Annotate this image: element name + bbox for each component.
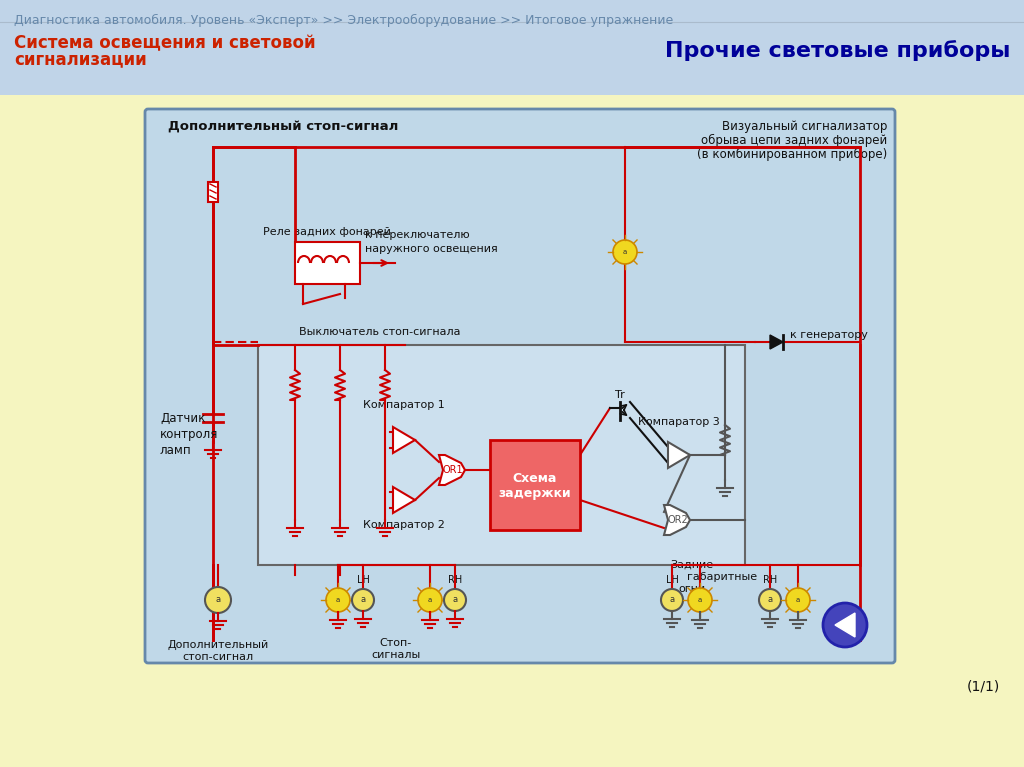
Circle shape bbox=[759, 589, 781, 611]
Polygon shape bbox=[393, 427, 415, 453]
Text: Выключатель стоп-сигнала: Выключатель стоп-сигнала bbox=[299, 327, 461, 337]
Polygon shape bbox=[835, 613, 855, 637]
Circle shape bbox=[205, 587, 231, 613]
Text: Диагностика автомобиля. Уровень «Эксперт» >> Электрооборудование >> Итоговое упр: Диагностика автомобиля. Уровень «Эксперт… bbox=[14, 14, 673, 27]
Text: Дополнительный стоп-сигнал: Дополнительный стоп-сигнал bbox=[168, 120, 398, 133]
Circle shape bbox=[326, 588, 350, 612]
Circle shape bbox=[823, 603, 867, 647]
Text: a: a bbox=[698, 597, 702, 603]
Text: Дополнительный: Дополнительный bbox=[167, 640, 268, 650]
Text: (в комбинированном приборе): (в комбинированном приборе) bbox=[696, 148, 887, 161]
Bar bbox=[0, 0, 1024, 95]
Text: задержки: задержки bbox=[499, 486, 571, 499]
Bar bbox=[258, 345, 745, 565]
Text: к генератору: к генератору bbox=[790, 330, 868, 340]
Text: RH: RH bbox=[763, 575, 777, 585]
Circle shape bbox=[444, 589, 466, 611]
Text: сигналы: сигналы bbox=[372, 650, 421, 660]
Text: Компаратор 1: Компаратор 1 bbox=[364, 400, 444, 410]
Text: a: a bbox=[767, 595, 772, 604]
Text: a: a bbox=[623, 249, 627, 255]
Text: a: a bbox=[453, 595, 458, 604]
Text: Tr: Tr bbox=[615, 390, 625, 400]
Circle shape bbox=[662, 589, 683, 611]
Bar bbox=[208, 182, 218, 202]
Text: Задние: Задние bbox=[671, 560, 714, 570]
Text: a: a bbox=[428, 597, 432, 603]
Text: Система освещения и световой: Система освещения и световой bbox=[14, 34, 315, 52]
Text: a: a bbox=[215, 595, 220, 604]
Circle shape bbox=[418, 588, 442, 612]
Polygon shape bbox=[668, 442, 690, 468]
Text: a: a bbox=[796, 597, 800, 603]
Text: LH: LH bbox=[356, 575, 370, 585]
Bar bbox=[295, 242, 360, 284]
Text: контроля: контроля bbox=[160, 428, 218, 441]
Polygon shape bbox=[770, 335, 783, 349]
Text: Визуальный сигнализатор: Визуальный сигнализатор bbox=[722, 120, 887, 133]
Text: (1/1): (1/1) bbox=[967, 680, 1000, 694]
Text: Реле задних фонарей: Реле задних фонарей bbox=[263, 227, 391, 237]
Text: Датчик: Датчик bbox=[160, 412, 206, 425]
Polygon shape bbox=[439, 455, 465, 485]
FancyBboxPatch shape bbox=[490, 440, 580, 530]
Text: огни: огни bbox=[679, 584, 706, 594]
Text: Компаратор 3: Компаратор 3 bbox=[638, 417, 720, 427]
Text: стоп-сигнал: стоп-сигнал bbox=[182, 652, 254, 662]
Text: к переключателю: к переключателю bbox=[365, 230, 470, 240]
Text: наружного освещения: наружного освещения bbox=[365, 244, 498, 254]
Text: Компаратор 2: Компаратор 2 bbox=[364, 520, 445, 530]
Circle shape bbox=[786, 588, 810, 612]
Text: RH: RH bbox=[447, 575, 462, 585]
Circle shape bbox=[613, 240, 637, 264]
Circle shape bbox=[352, 589, 374, 611]
Polygon shape bbox=[393, 487, 415, 513]
Text: Стоп-: Стоп- bbox=[380, 638, 412, 648]
Circle shape bbox=[688, 588, 712, 612]
Text: OR2: OR2 bbox=[668, 515, 688, 525]
Text: Схема: Схема bbox=[513, 472, 557, 486]
Text: обрыва цепи задних фонарей: обрыва цепи задних фонарей bbox=[700, 134, 887, 147]
Text: Прочие световые приборы: Прочие световые приборы bbox=[665, 40, 1010, 61]
FancyBboxPatch shape bbox=[145, 109, 895, 663]
Text: a: a bbox=[670, 595, 675, 604]
Text: LH: LH bbox=[666, 575, 679, 585]
Text: сигнализации: сигнализации bbox=[14, 50, 146, 68]
Text: a: a bbox=[336, 597, 340, 603]
Polygon shape bbox=[664, 505, 690, 535]
Text: OR1: OR1 bbox=[442, 465, 463, 475]
Text: ламп: ламп bbox=[160, 444, 191, 457]
Text: габаритные: габаритные bbox=[687, 572, 757, 582]
Text: a: a bbox=[360, 595, 366, 604]
